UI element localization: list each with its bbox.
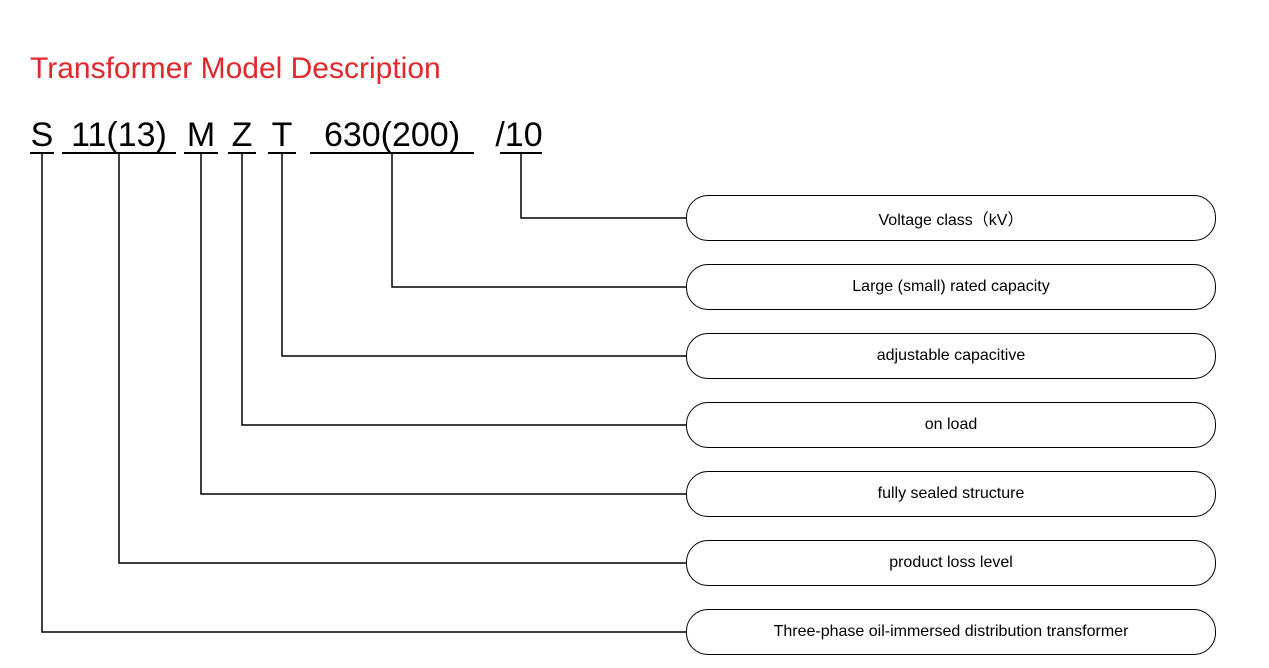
code-segment-S: S	[30, 116, 54, 155]
connector-11_13-to-loss	[119, 154, 686, 563]
code-underline-M	[184, 152, 218, 154]
connector-slash10-to-voltage	[521, 154, 686, 218]
code-segment-slash10: /10	[492, 116, 546, 155]
diagram-title: Transformer Model Description	[30, 52, 441, 86]
connector-S-to-threephase	[42, 154, 686, 632]
desc-label: Voltage class（kV）	[879, 206, 1024, 230]
code-underline-T	[268, 152, 296, 154]
desc-box-capacity: Large (small) rated capacity	[686, 264, 1216, 310]
code-underline-S	[30, 152, 54, 154]
code-segment-T: T	[270, 116, 294, 155]
connector-T-to-adjcap	[282, 154, 686, 356]
code-underline-Z	[228, 152, 256, 154]
code-underline-slash10	[500, 152, 542, 154]
desc-label: product loss level	[889, 554, 1013, 572]
connector-630_200-to-capacity	[392, 154, 686, 287]
code-segment-11_13: 11(13)	[64, 116, 174, 155]
desc-label: Three-phase oil-immersed distribution tr…	[774, 623, 1129, 641]
desc-box-adjcap: adjustable capacitive	[686, 333, 1216, 379]
desc-label: Large (small) rated capacity	[852, 278, 1049, 296]
connector-M-to-sealed	[201, 154, 686, 494]
desc-box-sealed: fully sealed structure	[686, 471, 1216, 517]
code-underline-11_13	[62, 152, 176, 154]
code-segment-M: M	[186, 116, 216, 155]
code-underline-630_200	[310, 152, 474, 154]
code-segment-Z: Z	[230, 116, 254, 155]
desc-box-threephase: Three-phase oil-immersed distribution tr…	[686, 609, 1216, 655]
desc-box-loss: product loss level	[686, 540, 1216, 586]
desc-label: on load	[925, 416, 978, 434]
code-segment-630_200: 630(200)	[312, 116, 472, 155]
desc-label: adjustable capacitive	[877, 347, 1026, 365]
connector-Z-to-onload	[242, 154, 686, 425]
desc-box-voltage: Voltage class（kV）	[686, 195, 1216, 241]
desc-box-onload: on load	[686, 402, 1216, 448]
desc-label: fully sealed structure	[878, 485, 1025, 503]
